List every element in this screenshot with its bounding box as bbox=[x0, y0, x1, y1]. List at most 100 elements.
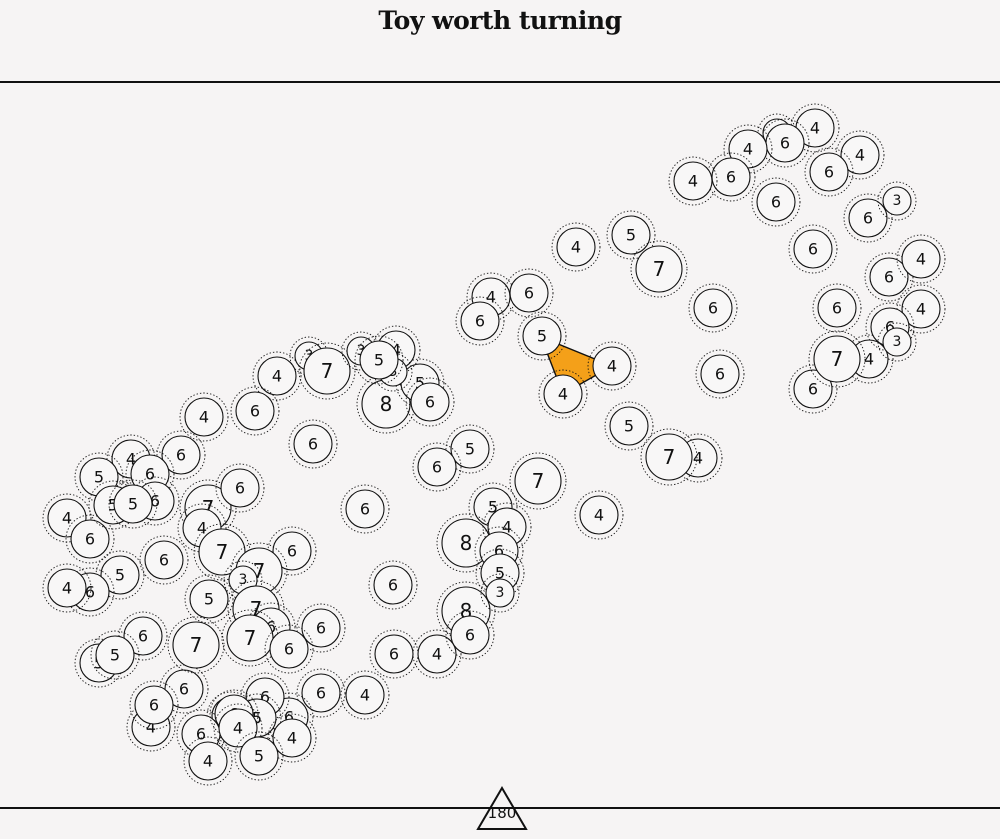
tile-body bbox=[882, 186, 912, 216]
tile[interactable]: 7 bbox=[509, 452, 567, 510]
tile-body bbox=[509, 273, 549, 313]
tile-body bbox=[417, 447, 457, 487]
tile[interactable]: 4 bbox=[668, 156, 718, 206]
tile[interactable]: 6 bbox=[65, 514, 115, 564]
tile[interactable]: 6 bbox=[788, 364, 838, 414]
tile[interactable]: 6 bbox=[788, 224, 838, 274]
tile[interactable]: 6 bbox=[296, 668, 346, 718]
tile[interactable]: 4 bbox=[538, 369, 588, 419]
tile-label: 4 bbox=[62, 579, 72, 598]
tile[interactable]: 4 bbox=[183, 736, 233, 786]
tile[interactable]: 6 bbox=[504, 268, 554, 318]
tile[interactable]: 6 bbox=[812, 283, 862, 333]
tile[interactable]: 6 bbox=[688, 283, 738, 333]
tile[interactable]: 6 bbox=[751, 177, 801, 227]
tile[interactable]: 6 bbox=[156, 430, 206, 480]
tile-body bbox=[485, 578, 515, 608]
tile[interactable]: 7 bbox=[298, 342, 356, 400]
tile[interactable]: 4 bbox=[213, 703, 263, 753]
tile[interactable]: 7 bbox=[808, 330, 866, 388]
tile[interactable]: 4 bbox=[835, 130, 885, 180]
tile[interactable]: 4 bbox=[179, 392, 229, 442]
tile-halo bbox=[230, 386, 280, 436]
tile[interactable]: 6 bbox=[445, 610, 495, 660]
tile[interactable]: 5 bbox=[517, 311, 567, 361]
tile[interactable]: 6 bbox=[864, 252, 914, 302]
tile-label: 5 bbox=[495, 564, 505, 583]
tile-label: 5 bbox=[115, 566, 125, 585]
tile[interactable]: 4 bbox=[896, 284, 946, 334]
tile-halo bbox=[65, 514, 115, 564]
tile-label: 5 bbox=[488, 498, 498, 517]
tile-label: 6 bbox=[260, 688, 270, 707]
tile[interactable]: 4 bbox=[412, 629, 462, 679]
tile-label: 6 bbox=[284, 708, 294, 727]
tile[interactable]: 6 bbox=[139, 535, 189, 585]
tile[interactable]: 7 bbox=[221, 609, 279, 667]
tile[interactable]: 4 bbox=[587, 341, 637, 391]
tile-label: 4 bbox=[607, 357, 617, 376]
tile[interactable]: 6 bbox=[296, 603, 346, 653]
tile-body bbox=[359, 340, 399, 380]
tile[interactable]: 4 bbox=[252, 351, 302, 401]
tile[interactable]: 5 bbox=[108, 479, 158, 529]
tile-halo bbox=[129, 680, 179, 730]
tile-body bbox=[272, 718, 312, 758]
tile-label: 5 bbox=[624, 417, 634, 436]
tile-body bbox=[450, 615, 490, 655]
tile[interactable]: 4 bbox=[844, 334, 894, 384]
tile[interactable]: 7 bbox=[640, 428, 698, 486]
tile-label: 4 bbox=[864, 350, 874, 369]
tile-label: 5 bbox=[252, 709, 262, 728]
tile[interactable]: 7 bbox=[167, 616, 225, 674]
tile[interactable]: 4 bbox=[42, 563, 92, 613]
tile[interactable]: 5 bbox=[604, 401, 654, 451]
tile[interactable]: 6 bbox=[405, 377, 455, 427]
tile-body bbox=[301, 673, 341, 713]
tile[interactable]: 4 bbox=[896, 234, 946, 284]
tile-label: 5 bbox=[108, 496, 118, 515]
tile-label: 6 bbox=[316, 684, 326, 703]
tile[interactable]: 6 bbox=[215, 463, 265, 513]
tile[interactable]: 6 bbox=[804, 147, 854, 197]
tile[interactable]: 7 bbox=[630, 240, 688, 298]
tile[interactable]: 5 bbox=[354, 335, 404, 385]
tile[interactable]: 3 bbox=[480, 573, 520, 613]
tile[interactable]: 6 bbox=[288, 419, 338, 469]
tile[interactable]: 6 bbox=[369, 629, 419, 679]
tile-halo bbox=[223, 560, 263, 600]
tile[interactable]: 4 bbox=[574, 490, 624, 540]
tile-halo bbox=[183, 736, 233, 786]
tile[interactable]: 5 bbox=[184, 574, 234, 624]
tile-body bbox=[373, 565, 413, 605]
tile[interactable]: 6 bbox=[843, 193, 893, 243]
tile[interactable]: 4 bbox=[267, 713, 317, 763]
tile-body bbox=[813, 335, 861, 383]
tile[interactable]: 5 bbox=[234, 731, 284, 781]
tile[interactable]: 6 bbox=[706, 152, 756, 202]
tile[interactable]: 6 bbox=[455, 296, 505, 346]
tile[interactable]: 4 bbox=[551, 222, 601, 272]
tile[interactable]: 6 bbox=[695, 349, 745, 399]
tile-label: 4 bbox=[688, 172, 698, 191]
tile[interactable]: 3 bbox=[877, 181, 917, 221]
tile-label: 6 bbox=[708, 299, 718, 318]
tile[interactable]: 6 bbox=[412, 442, 462, 492]
tile[interactable]: 5 bbox=[95, 550, 145, 600]
tile-label: 5 bbox=[626, 226, 636, 245]
tile-body bbox=[269, 629, 309, 669]
tile[interactable]: 5 bbox=[90, 630, 140, 680]
tile-halo bbox=[480, 573, 520, 613]
tile[interactable]: 6 bbox=[264, 624, 314, 674]
tile[interactable]: 6 bbox=[129, 680, 179, 730]
tile-body bbox=[95, 635, 135, 675]
tile[interactable]: 6 bbox=[230, 386, 280, 436]
tile[interactable]: 5 bbox=[606, 210, 656, 260]
tile[interactable]: 5 bbox=[445, 424, 495, 474]
tile[interactable]: 4 bbox=[340, 670, 390, 720]
tile[interactable]: 3 bbox=[877, 322, 917, 362]
tile[interactable]: 6 bbox=[368, 560, 418, 610]
tile-halo bbox=[139, 535, 189, 585]
tile[interactable]: 6 bbox=[340, 484, 390, 534]
